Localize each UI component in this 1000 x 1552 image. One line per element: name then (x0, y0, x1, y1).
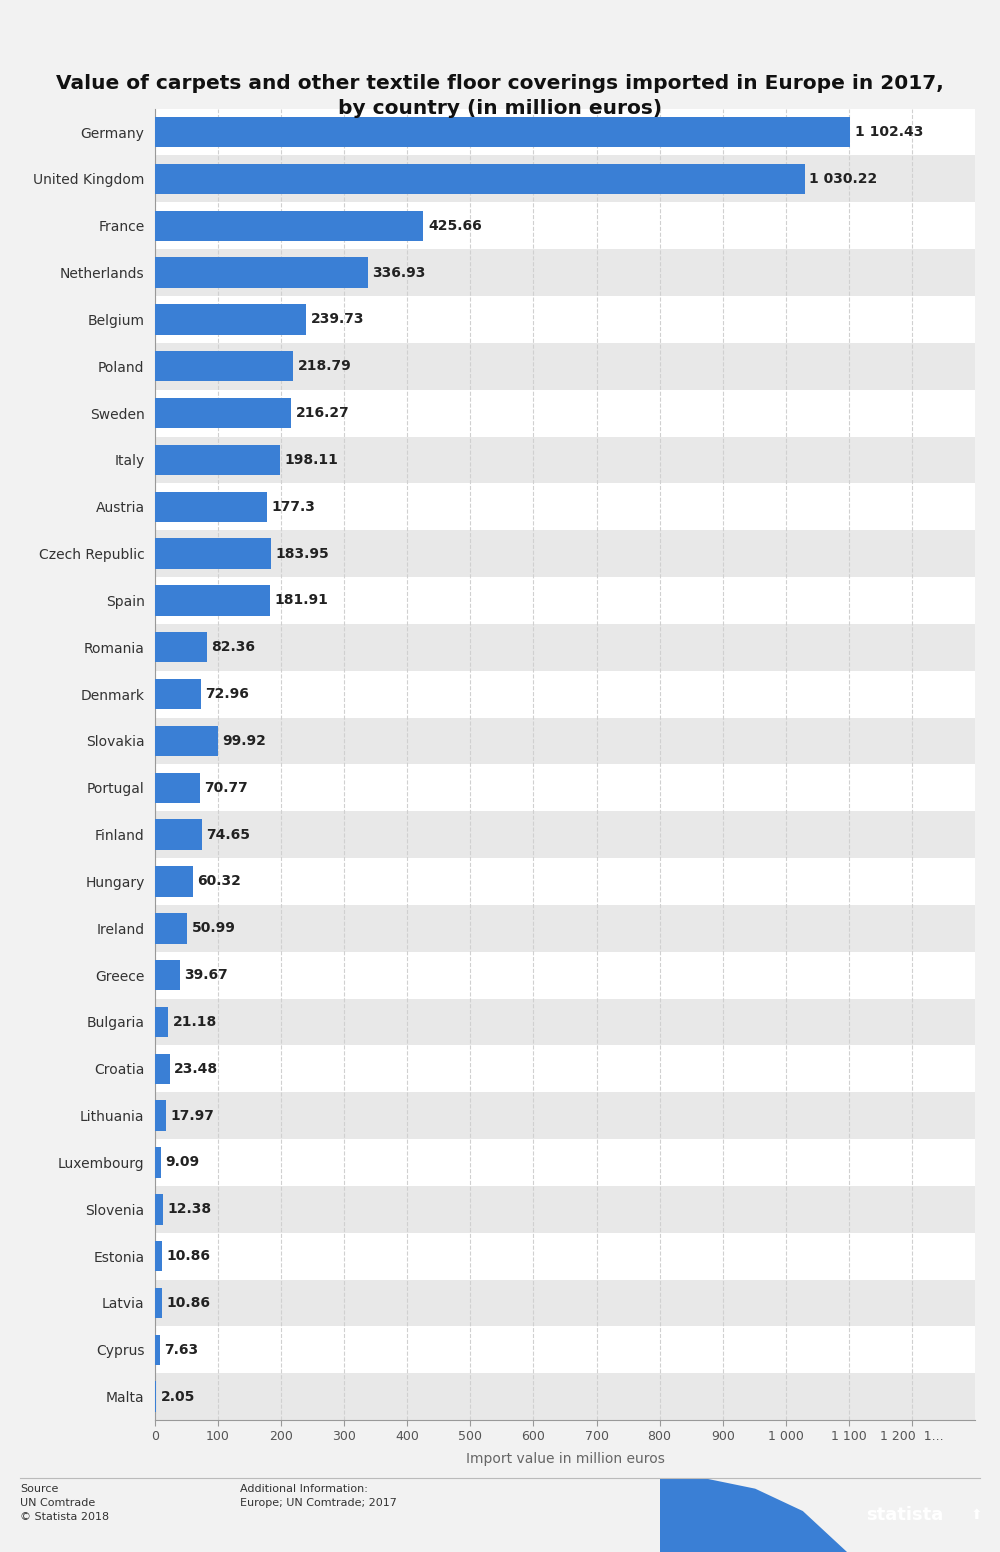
Bar (155, 163, 805, 194)
Bar (155, 585, 270, 616)
Text: Additional Information:
Europe; UN Comtrade; 2017: Additional Information: Europe; UN Comtr… (240, 1484, 397, 1507)
Bar (155, 539, 271, 570)
Bar (155, 1093, 975, 1139)
Bar (155, 390, 975, 436)
Bar (155, 343, 975, 390)
Text: 82.36: 82.36 (211, 641, 255, 655)
Bar (155, 397, 291, 428)
Bar (155, 202, 975, 250)
Bar (155, 250, 975, 296)
Text: 336.93: 336.93 (372, 265, 425, 279)
Bar (155, 1374, 975, 1420)
Text: 198.11: 198.11 (284, 453, 338, 467)
Bar (155, 858, 975, 905)
Bar (155, 1242, 162, 1271)
Bar (155, 1279, 975, 1327)
Text: 183.95: 183.95 (275, 546, 329, 560)
Bar (155, 258, 368, 287)
Text: 2.05: 2.05 (161, 1389, 195, 1403)
Bar (155, 1193, 163, 1225)
Bar (155, 1147, 161, 1178)
Text: 216.27: 216.27 (296, 407, 350, 421)
Bar (155, 531, 975, 577)
Text: 1 030.22: 1 030.22 (809, 172, 877, 186)
Bar (155, 116, 850, 147)
Bar (155, 445, 280, 475)
Text: 10.86: 10.86 (166, 1249, 210, 1263)
Text: 7.63: 7.63 (164, 1342, 198, 1356)
Bar (155, 951, 975, 998)
Text: 17.97: 17.97 (171, 1108, 215, 1122)
Text: 99.92: 99.92 (222, 734, 266, 748)
Bar (155, 211, 423, 241)
Text: 181.91: 181.91 (274, 593, 328, 607)
Text: statista: statista (866, 1505, 943, 1524)
Text: 9.09: 9.09 (165, 1156, 199, 1170)
Bar (155, 1139, 975, 1186)
Bar (155, 632, 207, 663)
Bar (155, 304, 306, 335)
Bar (155, 436, 975, 483)
Bar (155, 1054, 170, 1083)
Bar (155, 726, 218, 756)
Bar (155, 866, 193, 897)
Text: 50.99: 50.99 (192, 922, 235, 936)
Bar (155, 998, 975, 1046)
Text: Source
UN Comtrade
© Statista 2018: Source UN Comtrade © Statista 2018 (20, 1484, 109, 1521)
Bar (155, 670, 975, 717)
Bar (155, 1100, 166, 1131)
Bar (155, 1186, 975, 1232)
Bar (155, 483, 975, 531)
Bar (155, 109, 975, 155)
Text: 72.96: 72.96 (205, 688, 249, 702)
Bar (155, 351, 293, 382)
Bar (155, 1288, 162, 1318)
Text: 177.3: 177.3 (271, 500, 315, 514)
Text: 74.65: 74.65 (207, 827, 251, 841)
Bar (155, 492, 267, 521)
Bar (155, 717, 975, 765)
Text: 239.73: 239.73 (311, 312, 364, 326)
Bar (155, 959, 180, 990)
Bar (155, 905, 975, 951)
X-axis label: Import value in million euros: Import value in million euros (466, 1451, 664, 1465)
Bar (155, 296, 975, 343)
Text: ⬆: ⬆ (970, 1507, 982, 1523)
Bar (155, 1232, 975, 1279)
Bar (155, 773, 200, 802)
Bar (155, 1381, 156, 1412)
Text: 10.86: 10.86 (166, 1296, 210, 1310)
Bar (155, 678, 201, 709)
Bar (155, 819, 202, 850)
Text: 60.32: 60.32 (197, 874, 241, 888)
Bar (155, 913, 187, 944)
Bar (155, 577, 975, 624)
Bar (155, 155, 975, 202)
Text: 218.79: 218.79 (297, 359, 351, 372)
Bar (155, 1007, 168, 1037)
Bar (155, 1327, 975, 1374)
Bar (155, 624, 975, 670)
Bar (155, 765, 975, 812)
Text: 1 102.43: 1 102.43 (855, 126, 923, 140)
Bar (155, 812, 975, 858)
Text: Value of carpets and other textile floor coverings imported in Europe in 2017,
b: Value of carpets and other textile floor… (56, 74, 944, 118)
Text: 70.77: 70.77 (204, 781, 248, 795)
Text: 39.67: 39.67 (184, 968, 228, 982)
Text: 425.66: 425.66 (428, 219, 482, 233)
Text: 23.48: 23.48 (174, 1062, 218, 1076)
Text: 12.38: 12.38 (167, 1203, 211, 1217)
Bar (155, 1335, 160, 1366)
Text: 21.18: 21.18 (173, 1015, 217, 1029)
Bar (155, 1046, 975, 1093)
Polygon shape (660, 1478, 847, 1552)
